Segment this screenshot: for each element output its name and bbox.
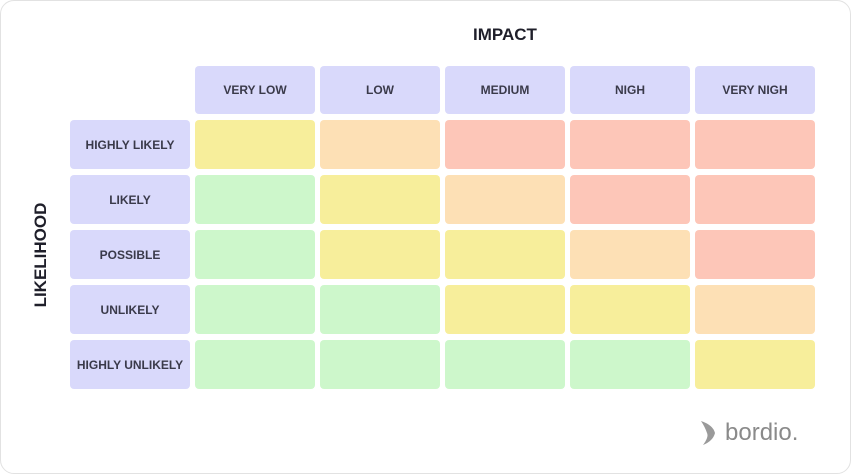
logo: bordio. [699,419,798,447]
matrix-cell [445,120,565,169]
matrix-cell [695,340,815,389]
matrix-cell [445,175,565,224]
likelihood-title: LIKELIHOOD [31,202,50,308]
matrix-cell [195,285,315,334]
matrix-cell [570,175,690,224]
column-header: MEDIUM [445,66,565,114]
row-header: HIGHLY LIKELY [70,120,190,169]
column-header: NIGH [570,66,690,114]
matrix-cell [445,230,565,279]
matrix-cell [570,230,690,279]
matrix-cell [320,285,440,334]
column-header: VERY LOW [195,66,315,114]
logo-icon [701,421,715,445]
row-header: LIKELY [70,175,190,224]
matrix-cell [195,230,315,279]
matrix-cell [320,175,440,224]
matrix-cell [570,340,690,389]
matrix-cell [695,120,815,169]
matrix-cell [320,120,440,169]
row-header: POSSIBLE [70,230,190,279]
row-header: HIGHLY UNLIKELY [70,340,190,389]
matrix-cell [195,120,315,169]
logo-text: bordio. [725,419,799,446]
matrix-cell [695,230,815,279]
matrix-cell [195,340,315,389]
column-header: LOW [320,66,440,114]
matrix-cell [195,175,315,224]
matrix-cell [320,340,440,389]
impact-title: IMPACT [473,25,537,44]
column-header: VERY NIGH [695,66,815,114]
matrix-cell [695,175,815,224]
matrix-cell [320,230,440,279]
matrix-cell [570,285,690,334]
matrix-cell [570,120,690,169]
matrix-cell [445,340,565,389]
matrix-cell [695,285,815,334]
matrix-cell [445,285,565,334]
row-header: UNLIKELY [70,285,190,334]
